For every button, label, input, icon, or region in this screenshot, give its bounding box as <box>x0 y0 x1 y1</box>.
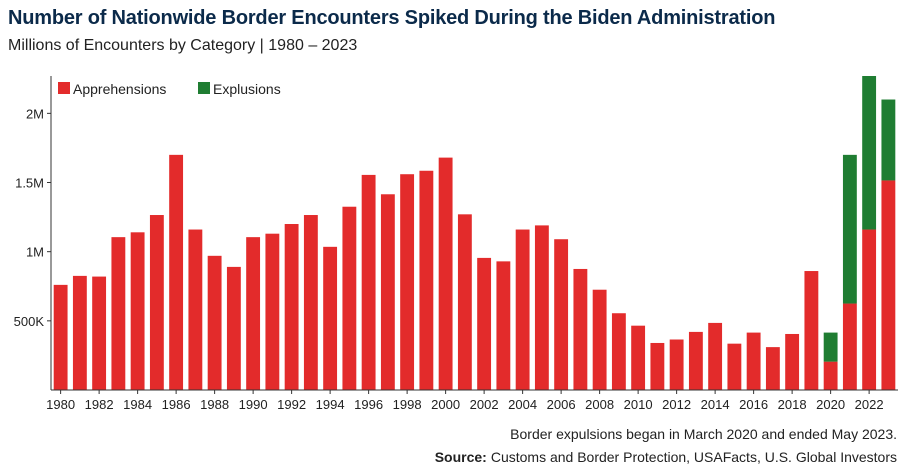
x-tick-label: 2022 <box>855 397 884 412</box>
bar-apprehensions-1985 <box>149 215 164 390</box>
bar-apprehensions-1993 <box>303 215 318 390</box>
bar-apprehensions-1998 <box>400 174 415 390</box>
bar-apprehensions-2021 <box>842 303 857 390</box>
bar-apprehensions-1997 <box>380 194 395 390</box>
x-tick-label: 2018 <box>778 397 807 412</box>
bar-apprehensions-1989 <box>226 266 241 390</box>
bar-apprehensions-2017 <box>765 347 780 390</box>
legend-label-apprehensions: Apprehensions <box>73 81 166 97</box>
bar-apprehensions-2009 <box>611 313 626 390</box>
bar-apprehensions-2015 <box>727 343 742 390</box>
x-tick-label: 2004 <box>508 397 537 412</box>
bar-apprehensions-1994 <box>323 246 338 390</box>
source-text: Customs and Border Protection, USAFacts,… <box>490 449 897 465</box>
x-tick-label: 2006 <box>547 397 576 412</box>
bar-apprehensions-1983 <box>111 237 126 390</box>
bar-explusions-2023 <box>881 99 896 181</box>
bar-explusions-2021 <box>842 154 857 304</box>
x-tick-label: 2016 <box>739 397 768 412</box>
bar-apprehensions-2008 <box>592 289 607 390</box>
bar-apprehensions-1990 <box>246 237 261 390</box>
x-tick-label: 1984 <box>123 397 152 412</box>
bar-apprehensions-2011 <box>650 342 665 390</box>
bar-apprehensions-1982 <box>92 276 107 390</box>
x-tick-label: 1994 <box>316 397 345 412</box>
bar-apprehensions-2020 <box>823 361 838 390</box>
bar-apprehensions-1987 <box>188 229 203 390</box>
bar-apprehensions-1995 <box>342 206 357 390</box>
footnote: Border expulsions began in March 2020 an… <box>510 426 897 442</box>
legend-swatch-apprehensions <box>58 82 70 94</box>
y-tick-label: 1.5M <box>15 176 44 191</box>
y-tick-label: 500K <box>14 314 45 329</box>
x-tick-label: 2012 <box>662 397 691 412</box>
bar-apprehensions-1996 <box>361 174 376 390</box>
x-tick-label: 1980 <box>46 397 75 412</box>
source-label: Source: <box>434 449 487 465</box>
bar-apprehensions-2006 <box>554 239 569 390</box>
x-tick-label: 2002 <box>470 397 499 412</box>
x-tick-label: 2020 <box>816 397 845 412</box>
bar-explusions-2020 <box>823 332 838 362</box>
bar-apprehensions-2016 <box>746 332 761 390</box>
bar-apprehensions-1980 <box>53 284 68 390</box>
bar-apprehensions-1992 <box>284 224 299 390</box>
x-tick-label: 2014 <box>701 397 730 412</box>
bar-apprehensions-1999 <box>419 170 434 390</box>
bar-apprehensions-2002 <box>477 257 492 390</box>
bar-apprehensions-1991 <box>265 233 280 390</box>
legend-label-explusions: Explusions <box>213 81 281 97</box>
bar-apprehensions-2022 <box>862 229 877 390</box>
bar-apprehensions-2000 <box>438 157 453 390</box>
x-tick-label: 2008 <box>585 397 614 412</box>
bar-apprehensions-2019 <box>804 271 819 390</box>
bar-apprehensions-1986 <box>169 154 184 390</box>
bar-apprehensions-2004 <box>515 229 530 390</box>
x-tick-label: 1998 <box>393 397 422 412</box>
bar-apprehensions-2023 <box>881 180 896 390</box>
y-tick-label: 1M <box>26 245 44 260</box>
x-tick-label: 1982 <box>85 397 114 412</box>
x-tick-label: 1992 <box>277 397 306 412</box>
bar-apprehensions-2012 <box>669 339 684 390</box>
x-tick-label: 2000 <box>431 397 460 412</box>
bar-apprehensions-2018 <box>785 333 800 390</box>
bar-apprehensions-2003 <box>496 261 511 390</box>
bars-layer <box>53 76 896 390</box>
bar-apprehensions-2010 <box>631 325 646 390</box>
x-tick-label: 1990 <box>239 397 268 412</box>
x-tick-label: 1986 <box>162 397 191 412</box>
chart-subtitle: Millions of Encounters by Category | 198… <box>8 37 358 54</box>
bar-explusions-2022 <box>862 76 877 230</box>
bar-apprehensions-2001 <box>457 214 472 390</box>
axes-layer: 500K 1M 1.5M 2M 1980 1982 1984 1986 1988 1990 1992… <box>14 76 898 412</box>
bar-apprehensions-2014 <box>708 322 723 390</box>
bar-apprehensions-2013 <box>688 331 703 390</box>
bar-apprehensions-1988 <box>207 255 222 390</box>
bar-apprehensions-2005 <box>534 225 549 390</box>
bar-apprehensions-1981 <box>72 275 87 390</box>
bar-apprehensions-1984 <box>130 232 145 390</box>
legend-swatch-explusions <box>198 82 210 94</box>
chart-title: Number of Nationwide Border Encounters S… <box>8 7 776 29</box>
x-tick-label: 1988 <box>200 397 229 412</box>
legend: Apprehensions Explusions <box>58 81 281 97</box>
y-tick-label: 2M <box>26 106 44 121</box>
x-tick-label: 1996 <box>354 397 383 412</box>
source-line: Source: Customs and Border Protection, US… <box>435 449 897 465</box>
x-tick-label: 2010 <box>624 397 653 412</box>
bar-apprehensions-2007 <box>573 268 588 390</box>
